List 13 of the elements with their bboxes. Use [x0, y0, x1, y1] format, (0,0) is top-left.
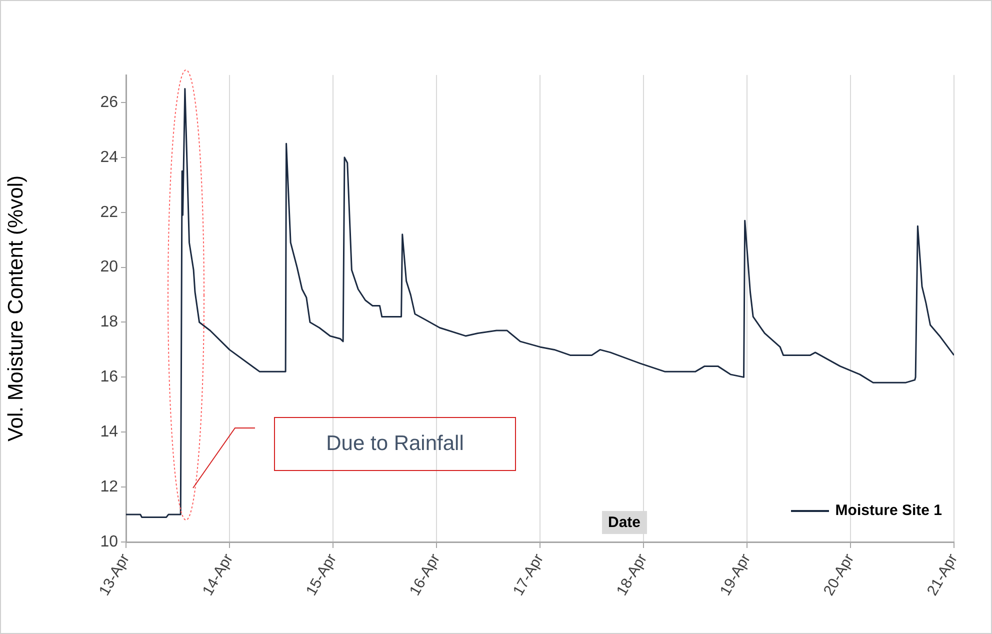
x-axis-title: Date [602, 511, 647, 534]
y-tick-label: 20 [100, 258, 118, 276]
y-tick-label: 14 [100, 424, 118, 441]
y-tick-label: 16 [100, 368, 118, 386]
y-tick-label: 18 [100, 314, 118, 331]
y-tick-label: 10 [100, 533, 118, 550]
y-tick-label: 12 [100, 478, 118, 496]
legend-label: Moisture Site 1 [835, 502, 942, 519]
y-tick-label: 24 [100, 148, 118, 166]
y-tick-label: 22 [100, 204, 118, 221]
y-axis-title: Vol. Moisture Content (%vol) [4, 175, 28, 442]
y-tick-label: 26 [100, 94, 118, 111]
annotation: Due to Rainfall [274, 417, 516, 471]
